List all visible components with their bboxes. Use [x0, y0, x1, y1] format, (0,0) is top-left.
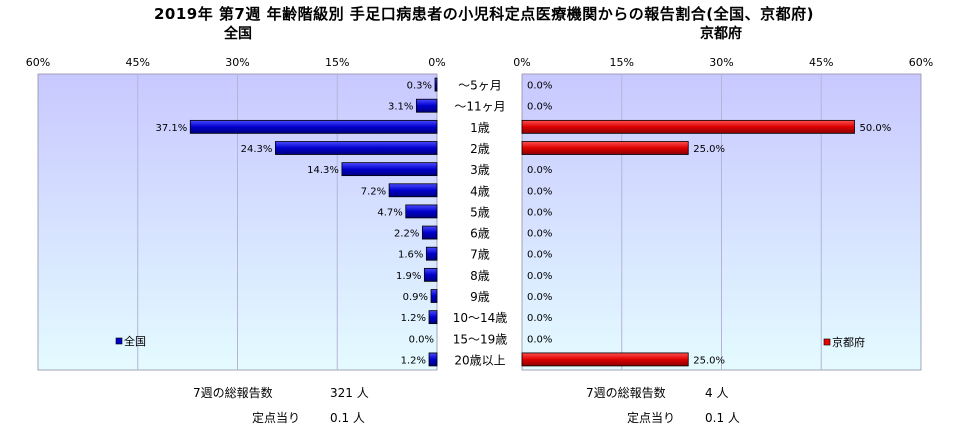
- kyoto-reports-label: 7週の総報告数: [586, 386, 666, 400]
- national-tick-label: 45%: [126, 56, 150, 69]
- kyoto-data-label: 0.0%: [527, 292, 552, 303]
- national-data-label: 1.6%: [398, 250, 423, 261]
- category-label: 3歳: [470, 163, 490, 177]
- kyoto-data-label: 50.0%: [860, 123, 892, 134]
- national-bar: [423, 267, 438, 282]
- national-data-label: 4.7%: [377, 207, 402, 218]
- national-per-site-value: 0.1 人: [330, 411, 365, 425]
- category-label: 1歳: [470, 121, 490, 135]
- kyoto-data-label: 0.0%: [527, 186, 552, 197]
- national-bar: [341, 162, 438, 177]
- national-legend-label: 全国: [124, 334, 146, 348]
- national-data-label: 1.2%: [401, 313, 426, 324]
- kyoto-data-label: 0.0%: [527, 207, 552, 218]
- national-data-label: 7.2%: [361, 186, 386, 197]
- national-bar: [421, 225, 438, 240]
- kyoto-data-label: 0.0%: [527, 102, 552, 113]
- national-bar: [434, 77, 438, 92]
- kyoto-data-label: 25.0%: [693, 144, 725, 155]
- national-tick-label: 60%: [26, 56, 50, 69]
- kyoto-legend-label: 京都府: [832, 335, 865, 349]
- national-subtitle: 全国: [224, 26, 252, 42]
- kyoto-data-label: 0.0%: [527, 271, 552, 282]
- national-reports-value: 321 人: [330, 386, 369, 400]
- kyoto-data-label: 0.0%: [527, 229, 552, 240]
- category-label: 2歳: [470, 142, 490, 156]
- national-legend-swatch: [115, 337, 123, 345]
- category-label: 4歳: [470, 184, 490, 198]
- category-label: 10〜14歳: [453, 311, 508, 325]
- kyoto-legend-swatch: [823, 338, 831, 346]
- national-tick-label: 0%: [428, 56, 445, 69]
- national-tick-label: 15%: [325, 56, 349, 69]
- national-bar: [425, 246, 438, 261]
- kyoto-tick-label: 30%: [709, 56, 733, 69]
- national-per-site-label: 定点当り: [252, 411, 301, 425]
- national-bar: [430, 289, 438, 303]
- kyoto-data-label: 25.0%: [693, 355, 725, 366]
- kyoto-data-label: 0.0%: [527, 313, 552, 324]
- category-label: 15〜19歳: [453, 332, 508, 346]
- national-tick-label: 30%: [225, 56, 249, 69]
- category-label: 〜5ヶ月: [458, 79, 502, 93]
- kyoto-tick-label: 15%: [610, 56, 634, 69]
- kyoto-reports-value: 4 人: [705, 386, 729, 400]
- national-bar: [388, 183, 438, 198]
- category-label: 8歳: [470, 269, 490, 283]
- national-reports-label: 7週の総報告数: [193, 386, 273, 400]
- kyoto-bar: [521, 352, 689, 367]
- category-label: 7歳: [470, 248, 490, 262]
- kyoto-data-label: 0.0%: [527, 81, 552, 92]
- national-data-label: 24.3%: [241, 144, 273, 155]
- national-data-label: 1.9%: [396, 271, 421, 282]
- national-data-label: 1.2%: [401, 355, 426, 366]
- category-label: 〜11ヶ月: [454, 100, 505, 114]
- category-label: 9歳: [470, 290, 490, 304]
- category-label: 20歳以上: [454, 353, 505, 367]
- kyoto-bar: [521, 119, 855, 134]
- kyoto-tick-label: 45%: [809, 56, 833, 69]
- kyoto-subtitle: 京都府: [700, 26, 742, 42]
- national-data-label: 0.9%: [403, 292, 428, 303]
- kyoto-per-site-value: 0.1 人: [705, 411, 740, 425]
- national-bar: [428, 310, 438, 325]
- national-bar: [189, 119, 438, 134]
- national-data-label: 3.1%: [388, 102, 413, 113]
- kyoto-tick-label: 0%: [513, 56, 530, 69]
- kyoto-data-label: 0.0%: [527, 334, 552, 345]
- national-bar: [415, 98, 438, 113]
- national-data-label: 0.3%: [407, 81, 432, 92]
- kyoto-tick-label: 60%: [909, 56, 933, 69]
- kyoto-data-label: 0.0%: [527, 250, 552, 261]
- national-data-label: 37.1%: [156, 123, 188, 134]
- national-data-label: 0.0%: [409, 334, 434, 345]
- national-bar: [405, 204, 438, 219]
- chart-title: 2019年 第7週 年齢階級別 手足口病患者の小児科定点医療機関からの報告割合(…: [153, 5, 815, 23]
- kyoto-data-label: 0.0%: [527, 165, 552, 176]
- category-label: 5歳: [470, 205, 490, 219]
- national-bar: [275, 141, 438, 155]
- kyoto-per-site-label: 定点当り: [627, 411, 676, 425]
- national-bar: [428, 352, 438, 367]
- kyoto-bar: [521, 141, 689, 155]
- national-data-label: 2.2%: [394, 229, 419, 240]
- national-data-label: 14.3%: [307, 165, 339, 176]
- category-label: 6歳: [470, 227, 490, 241]
